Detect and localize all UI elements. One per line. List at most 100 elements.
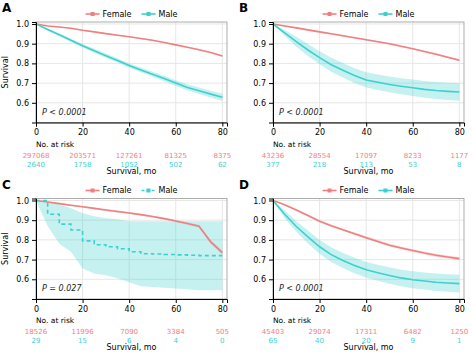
risk-count: 218 (313, 161, 326, 169)
grid (273, 22, 464, 123)
annotation: P < 0.0001 (279, 108, 324, 117)
plot-area (273, 24, 459, 101)
series-line (273, 24, 459, 92)
y-tick-label: 0.7 (16, 79, 29, 88)
legend-item: Female (323, 186, 369, 195)
x-tick: 80 (218, 123, 228, 138)
x-axis: 020406080 (34, 123, 228, 138)
x-grid-line (175, 22, 176, 123)
x-tick-label: 20 (78, 128, 88, 137)
y-tick: 0.7 (253, 256, 273, 265)
grid (36, 199, 227, 300)
y-axis: 0.60.70.80.91.0 (253, 20, 273, 123)
y-tick-mark (32, 200, 36, 201)
risk-count: 0 (220, 337, 224, 345)
x-tick: 20 (78, 123, 88, 138)
y-tick-label: 0.6 (253, 99, 266, 108)
x-tick: 20 (315, 123, 325, 138)
risk-count: 4 (174, 337, 179, 345)
risk-count: 8233 (404, 152, 422, 160)
risk-count: 502 (169, 161, 182, 169)
risk-count: 11996 (71, 328, 94, 336)
y-tick: 0.8 (16, 236, 36, 245)
y-grid-line (36, 43, 227, 44)
x-tick: 60 (408, 123, 418, 138)
y-tick-label: 0.9 (16, 40, 29, 49)
plot-frame (36, 22, 227, 123)
y-tick-label: 0.8 (16, 59, 29, 68)
risk-count: 8375 (213, 152, 231, 160)
x-tick: 40 (362, 299, 372, 314)
y-tick-label: 0.7 (253, 256, 266, 265)
x-tick-label: 0 (34, 128, 39, 137)
x-tick-mark (320, 299, 321, 303)
panel-title: C (2, 178, 11, 192)
x-axis-title: Survival, mo (106, 167, 156, 176)
y-axis-title: Survival (1, 56, 10, 88)
legend-item: Female (86, 186, 132, 195)
legend-label: Female (103, 186, 132, 195)
y-tick: 0.7 (16, 256, 36, 265)
chart-root: 0.60.70.80.91.0020406080AP < 0.0001Survi… (0, 0, 474, 353)
risk-count: 29 (32, 337, 41, 345)
x-axis: 020406080 (271, 299, 465, 314)
x-tick-label: 60 (408, 128, 418, 137)
y-tick: 0.7 (253, 79, 273, 88)
x-tick-label: 40 (362, 305, 372, 314)
x-axis: 020406080 (34, 299, 228, 314)
legend: Female Male (86, 186, 178, 195)
y-tick: 0.8 (253, 59, 273, 68)
y-grid-line (273, 23, 464, 24)
x-axis-title: Survival, mo (343, 167, 393, 176)
risk-table-label: No. at risk (273, 140, 312, 149)
x-tick-mark (36, 123, 37, 127)
x-tick-label: 20 (78, 305, 88, 314)
legend-item: Male (141, 186, 177, 195)
x-tick-label: 60 (171, 305, 181, 314)
risk-count: 65 (269, 337, 278, 345)
y-grid-line (36, 63, 227, 64)
y-tick-label: 0.6 (16, 99, 29, 108)
y-axis-title: Survival (1, 233, 10, 265)
x-tick-label: 80 (455, 128, 465, 137)
series-line (273, 200, 459, 283)
y-axis: 0.6 0.7 0.8 0.9 1.0 (16, 197, 36, 300)
legend-swatch-marker (328, 189, 332, 193)
x-grid-line (459, 22, 460, 123)
y-grid-line (36, 102, 227, 103)
y-tick-mark (32, 103, 36, 104)
y-grid-line (273, 63, 464, 64)
y-tick: 0.9 (253, 216, 273, 225)
series-line (273, 24, 459, 60)
y-tick-label: 1.0 (16, 197, 29, 206)
x-axis-title: Survival, mo (106, 343, 156, 352)
y-tick-mark (32, 83, 36, 84)
y-tick-mark (32, 279, 36, 280)
y-axis-line (32, 199, 37, 300)
legend-swatch-marker (91, 12, 95, 16)
x-tick: 80 (455, 299, 465, 314)
x-tick-label: 0 (34, 305, 39, 314)
plot-frame (273, 22, 464, 123)
legend-swatch-marker (91, 189, 95, 193)
panel-title: A (2, 1, 12, 15)
risk-count: 7090 (120, 328, 138, 336)
panel: 0.60.70.80.91.0020406080DP < 0.0001Femal… (239, 178, 468, 353)
y-grid-line (36, 83, 227, 84)
y-tick: 0.6 (16, 275, 36, 284)
y-grid-line (273, 220, 464, 221)
risk-count: 2640 (27, 161, 45, 169)
x-tick: 0 (34, 299, 39, 314)
y-tick: 0.7 (16, 79, 36, 88)
x-tick-label: 80 (218, 305, 228, 314)
y-tick: 1.0 (16, 197, 36, 206)
risk-count: 203571 (69, 152, 96, 160)
series-line (273, 200, 459, 258)
legend-swatch-marker (383, 189, 387, 193)
ci-band (36, 200, 222, 290)
risk-count: 6482 (404, 328, 422, 336)
y-tick-label: 1.0 (253, 20, 266, 29)
y-tick-label: 0.7 (253, 79, 266, 88)
panel-title: D (239, 178, 249, 192)
y-tick-label: 0.9 (16, 216, 29, 225)
